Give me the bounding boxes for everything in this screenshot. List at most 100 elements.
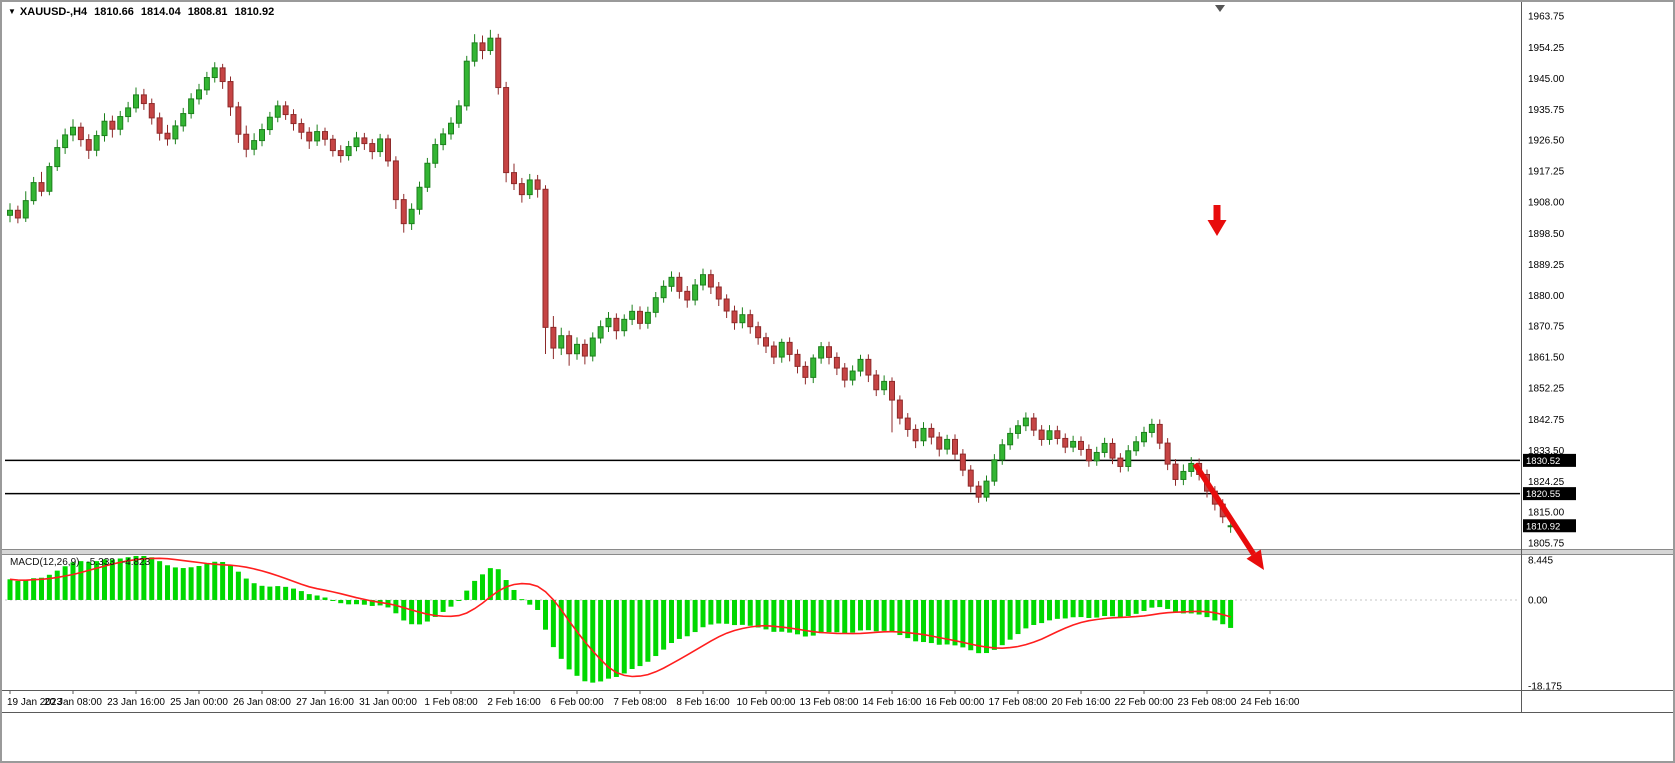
macd-bar — [369, 599, 375, 606]
candle-body — [999, 444, 1006, 461]
time-tick-label: 8 Feb 16:00 — [676, 697, 730, 708]
chart-shift-marker-icon[interactable] — [1215, 5, 1225, 12]
price-tick-label: 1963.75 — [1528, 12, 1565, 23]
macd-bar — [495, 569, 501, 600]
macd-bar — [968, 599, 974, 651]
macd-bar — [826, 599, 832, 633]
macd-bar — [1188, 599, 1194, 614]
macd-bar — [716, 599, 722, 624]
macd-bar — [7, 579, 13, 600]
macd-bar — [23, 580, 29, 600]
macd-bar — [621, 599, 627, 674]
macd-tick-label: 8.445 — [1528, 556, 1553, 567]
candle-body — [479, 42, 486, 52]
macd-bar — [511, 589, 517, 600]
time-tick-label: 19 Jan 2023 — [7, 697, 62, 708]
candle-body — [566, 335, 573, 355]
macd-bar — [921, 599, 926, 643]
candle-body — [164, 132, 171, 140]
macd-bar — [999, 599, 1005, 646]
macd-bar — [984, 599, 989, 654]
price-tag — [1523, 487, 1576, 501]
candle-body — [597, 326, 604, 339]
candle-body — [259, 129, 265, 142]
candle-body — [857, 358, 864, 372]
candle-body — [912, 428, 919, 442]
trend-arrow-shaft[interactable] — [1192, 462, 1256, 556]
sell-arrow-icon[interactable] — [1207, 205, 1227, 236]
macd-bar — [936, 599, 942, 645]
price-tag-label: 1810.92 — [1526, 521, 1560, 532]
candle-body — [613, 317, 620, 332]
time-tick-label: 26 Jan 08:00 — [233, 697, 291, 708]
macd-bar — [960, 599, 966, 648]
macd-bar — [739, 599, 745, 625]
candle-body — [251, 140, 258, 150]
candle-body — [684, 290, 691, 301]
macd-bar — [755, 599, 761, 628]
macd-bar — [464, 590, 470, 600]
time-tick-label: 27 Jan 16:00 — [296, 697, 354, 708]
time-tick-label: 7 Feb 08:00 — [613, 697, 667, 708]
symbol-info: ▼ XAUUSD-,H4 1810.66 1814.04 1808.81 1810.92 — [8, 6, 281, 18]
time-tick-label: 25 Jan 00:00 — [170, 697, 228, 708]
macd-bar — [259, 585, 265, 600]
macd-bar — [613, 599, 619, 677]
macd-bar — [676, 599, 682, 639]
candle-body — [133, 94, 139, 109]
macd-bar — [94, 561, 100, 600]
candle-body — [967, 469, 974, 487]
candle-body — [455, 105, 462, 124]
candle-body — [345, 146, 352, 157]
trend-arrow-head-icon[interactable] — [1246, 549, 1264, 570]
candle-body — [235, 106, 242, 135]
macd-bar — [637, 599, 643, 667]
macd-bar — [78, 561, 84, 600]
candle-body — [140, 94, 147, 105]
macd-bar — [133, 556, 139, 600]
ohlc-low-value: 1808.81 — [187, 6, 228, 18]
macd-bar — [354, 599, 359, 605]
price-tick-label: 1945.00 — [1528, 74, 1565, 85]
candle-body — [849, 370, 856, 381]
candle-body — [487, 37, 494, 52]
candle-body — [188, 98, 195, 115]
candlestick-series — [7, 29, 1234, 533]
pane-separator-band[interactable] — [2, 549, 1675, 555]
candle-body — [534, 179, 541, 190]
macd-bar — [700, 599, 706, 628]
macd-bar — [1141, 599, 1147, 611]
macd-bar — [802, 599, 808, 637]
candle-body — [408, 208, 415, 225]
candle-body — [1070, 440, 1077, 448]
time-tick-label: 17 Feb 08:00 — [989, 697, 1048, 708]
candle-body — [692, 284, 699, 301]
macd-bar — [944, 599, 950, 645]
macd-bar — [897, 599, 903, 636]
candle-body — [786, 341, 793, 355]
candle-body — [369, 143, 376, 153]
candle-body — [1054, 430, 1061, 439]
candle-body — [621, 318, 628, 332]
macd-bar — [952, 599, 958, 646]
candle-body — [700, 274, 706, 286]
time-tick-label: 13 Feb 08:00 — [800, 697, 859, 708]
candle-body — [1046, 430, 1053, 440]
candle-body — [739, 314, 746, 324]
time-tick-label: 14 Feb 16:00 — [863, 697, 922, 708]
macd-bar — [220, 561, 226, 600]
candle-body — [306, 131, 313, 142]
candle-body — [652, 297, 659, 313]
macd-bar — [1204, 599, 1210, 618]
price-tick-label: 1815.00 — [1528, 508, 1565, 519]
macd-bar — [401, 599, 407, 621]
time-tick-label: 20 Feb 16:00 — [1052, 697, 1111, 708]
macd-bar — [291, 588, 296, 600]
candle-body — [723, 298, 730, 312]
price-tags: 1830.52 1820.55 1810.92 — [1523, 453, 1576, 533]
candle-body — [826, 346, 832, 358]
candle-body — [983, 480, 990, 498]
macd-bar — [684, 599, 690, 637]
candle-body — [314, 131, 321, 142]
